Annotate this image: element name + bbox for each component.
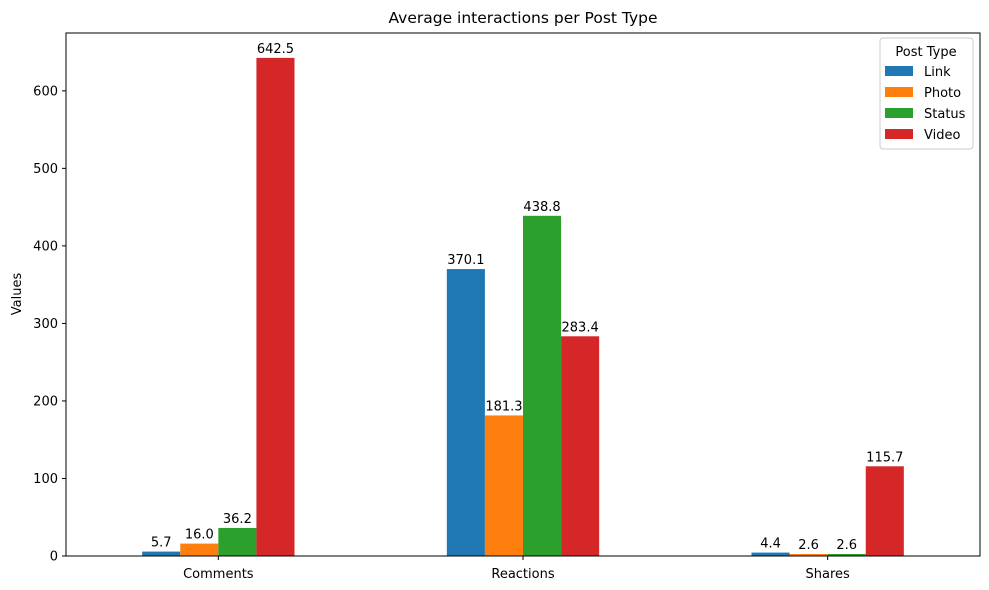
bar-link-shares (751, 552, 790, 556)
bar-status-reactions (523, 215, 562, 556)
legend-swatch-photo (885, 87, 913, 97)
legend-label-video: Video (924, 128, 960, 143)
data-label: 2.6 (836, 538, 857, 553)
legend-swatch-status (885, 108, 913, 118)
y-tick-label: 300 (33, 317, 58, 332)
data-label: 438.8 (523, 200, 560, 215)
y-tick-label: 600 (33, 84, 58, 99)
legend-label-link: Link (924, 65, 951, 80)
plot-area: 5.7 370.1 4.4 16.0 181.3 2.6 36.2 438.8 2.6 642.5… (33, 32, 981, 582)
chart-title: Average interactions per Post Type (388, 9, 657, 27)
data-label: 4.4 (760, 537, 781, 552)
bar-video-shares (865, 466, 904, 556)
x-tick-label: Reactions (491, 567, 554, 582)
bar-photo-comments (180, 543, 219, 556)
x-tick-label: Shares (806, 567, 851, 582)
bar-link-comments (142, 551, 181, 556)
data-label: 36.2 (223, 512, 252, 527)
data-label: 115.7 (866, 450, 903, 465)
legend-label-photo: Photo (924, 86, 961, 101)
bar-status-shares (827, 553, 866, 556)
data-label: 370.1 (447, 253, 484, 268)
legend-items: Link Photo Status Video (885, 65, 966, 143)
legend: Post Type Link Photo Status Video (879, 37, 974, 150)
y-tick-label: 0 (50, 550, 58, 565)
bar-photo-shares (789, 553, 828, 556)
y-tick-label: 400 (33, 239, 58, 254)
bar-link-reactions (446, 269, 485, 556)
data-label: 2.6 (798, 538, 819, 553)
bar-photo-reactions (484, 415, 523, 556)
bar-video-reactions (561, 336, 600, 556)
y-axis-title: Values (10, 273, 25, 316)
legend-swatch-link (885, 66, 913, 76)
legend-frame (879, 37, 974, 150)
data-label: 283.4 (562, 320, 599, 335)
legend-swatch-video (885, 129, 913, 139)
data-label: 181.3 (485, 399, 522, 414)
data-label: 16.0 (185, 528, 214, 543)
data-label: 642.5 (257, 42, 294, 57)
legend-label-status: Status (924, 107, 966, 122)
data-label: 5.7 (151, 536, 172, 551)
y-tick-label: 500 (33, 162, 58, 177)
y-tick-label: 100 (33, 472, 58, 487)
y-tick-label: 200 (33, 394, 58, 409)
bar-status-comments (218, 527, 257, 556)
x-tick-label: Comments (183, 567, 254, 582)
bar-video-comments (256, 57, 295, 556)
legend-title: Post Type (895, 45, 956, 60)
